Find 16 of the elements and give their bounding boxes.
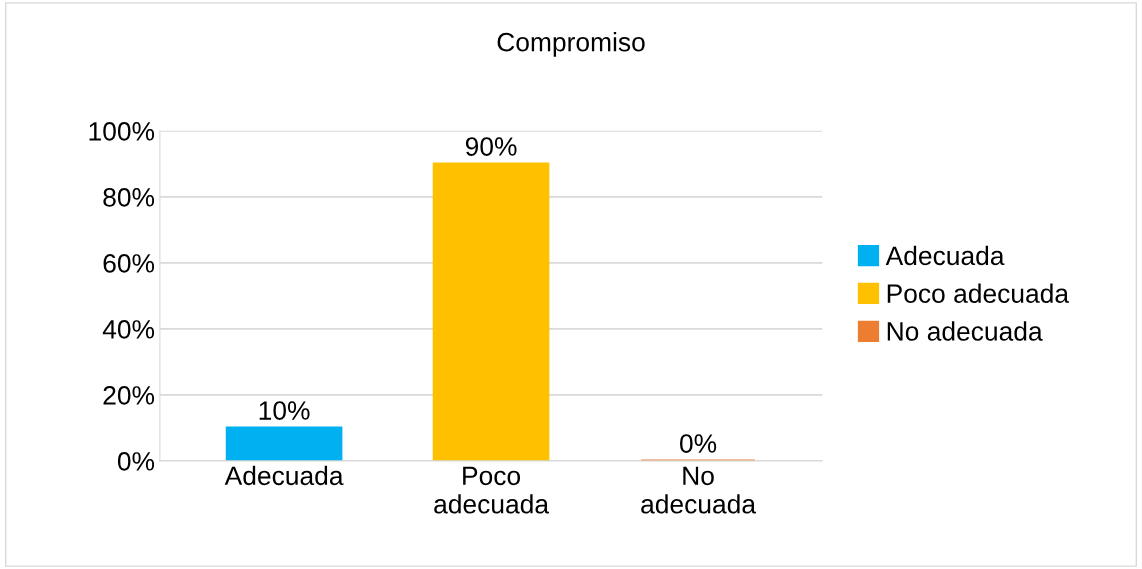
data-label: 90%	[465, 137, 517, 156]
y-tick-label: 40%	[102, 320, 155, 339]
y-tick-label: 20%	[103, 386, 155, 405]
chart-title: Compromiso	[497, 32, 645, 57]
x-tick-label: No adecuada	[641, 466, 757, 514]
x-tick-label: Adecuada	[224, 465, 344, 486]
data-label: 10%	[259, 401, 310, 420]
y-tick-label: 100%	[89, 122, 155, 141]
y-tick-label: 80%	[103, 188, 155, 207]
x-tick-label: Poco adecuada	[434, 466, 550, 514]
legend-label: Adecuada	[885, 245, 1005, 266]
legend-label: No adecuada	[887, 321, 1043, 341]
legend-label: Poco adecuada	[887, 283, 1070, 303]
y-tick-label: 0%	[117, 452, 155, 471]
data-label: 0%	[680, 434, 717, 453]
y-tick-label: 60%	[103, 254, 155, 273]
